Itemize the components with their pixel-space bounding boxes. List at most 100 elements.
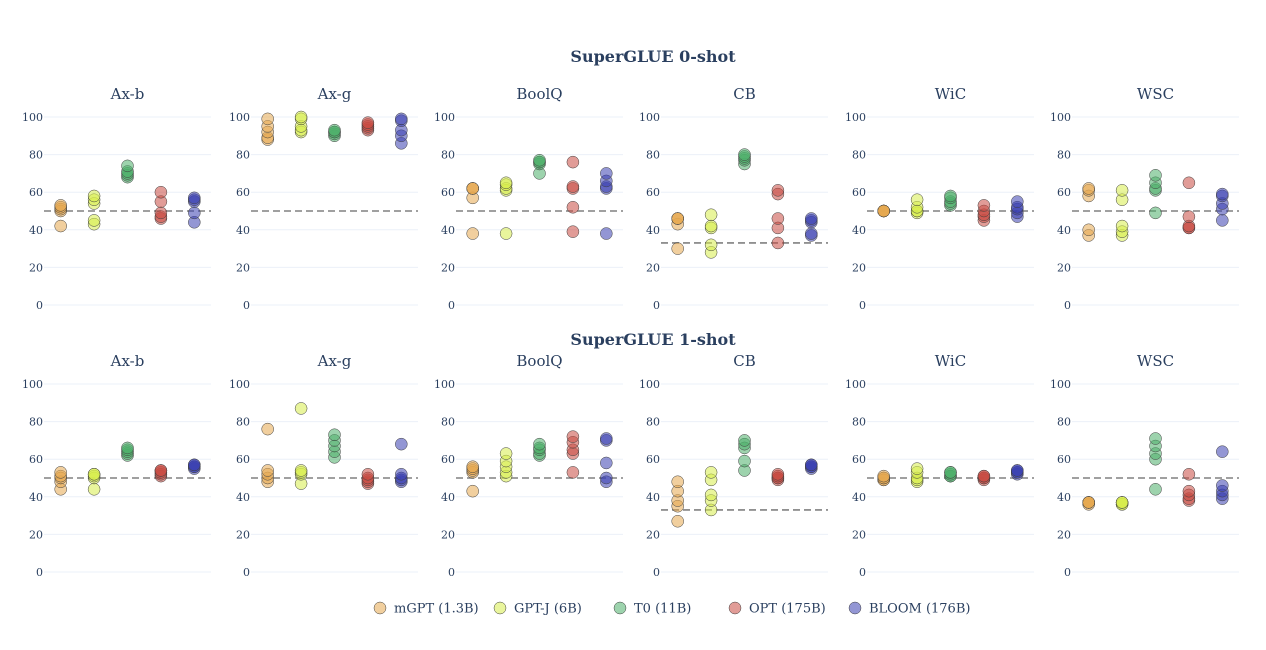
point-t0 [738,148,751,161]
point-bloom [1011,464,1024,477]
point-mgpt [466,460,479,473]
point-bloom [188,458,201,472]
y-tick-label: 0 [243,299,250,312]
y-tick-label: 20 [441,261,455,274]
legend-item[interactable]: GPT-J (6B) [493,601,582,617]
panel-ax-g: Ax-g 0 20 40 60 80 100 [229,85,418,312]
legend-marker [848,601,862,615]
legend-marker [493,601,507,615]
legend-label: mGPT (1.3B) [394,602,479,617]
y-tick-label: 20 [852,261,866,274]
y-tick-label: 40 [29,491,43,504]
row-title: SuperGLUE 0-shot [570,47,736,66]
point-bloom [1216,187,1229,201]
y-tick-label: 80 [236,149,250,162]
point-bloom [805,227,818,240]
point-t0 [533,153,546,167]
y-tick-label: 40 [441,224,455,237]
y-tick-label: 0 [859,299,866,312]
chart-row-2: SuperGLUE 1-shot Ax-b 0 20 40 60 80 100 Ax-g 0 20 4… [22,330,1239,579]
point-bloom [188,206,201,220]
point-t0 [121,441,134,455]
panel-title: Ax-b [110,352,145,370]
y-tick-label: 40 [29,224,43,237]
y-tick-label: 80 [29,416,43,429]
y-tick-label: 20 [29,528,43,541]
y-tick-label: 20 [1057,528,1071,541]
y-tick-label: 0 [1064,299,1071,312]
y-tick-label: 60 [236,453,250,466]
panel-title: Ax-g [317,352,352,370]
legend-item[interactable]: BLOOM (176B) [848,601,970,617]
point-mgpt [261,464,274,477]
point-gpt-j [704,466,718,479]
point-mgpt [1082,223,1095,237]
y-tick-label: 40 [441,491,455,504]
point-bloom [395,467,408,481]
y-tick-label: 20 [646,261,660,274]
point-t0 [1149,432,1162,445]
y-tick-label: 100 [229,111,250,124]
y-tick-label: 40 [852,224,866,237]
point-bloom [805,458,818,472]
point-opt [771,212,785,225]
y-tick-label: 100 [434,111,455,124]
y-tick-label: 0 [448,299,455,312]
y-tick-label: 60 [646,453,660,466]
point-mgpt [54,219,67,233]
legend-item[interactable]: mGPT (1.3B) [373,602,479,617]
panel-title: Ax-b [110,85,145,103]
point-gpt-j [294,110,308,124]
y-tick-label: 100 [845,378,866,391]
point-gpt-j [704,219,718,233]
point-opt [1182,467,1196,481]
point-gpt-j [87,483,101,496]
legend-marker [728,601,742,615]
y-tick-label: 100 [639,111,660,124]
point-opt [771,184,785,197]
point-mgpt [877,469,890,483]
legend-item[interactable]: T0 (11B) [613,602,691,617]
point-opt [566,180,580,193]
point-t0 [944,466,957,479]
point-gpt-j [87,214,101,227]
point-gpt-j [294,402,308,415]
point-bloom [1216,479,1229,492]
panel-title: BoolQ [516,352,562,370]
y-tick-label: 0 [448,566,455,579]
panel-boolq: BoolQ 0 20 40 60 80 100 [434,352,623,579]
point-opt [154,464,168,477]
legend-item[interactable]: OPT (175B) [728,601,826,617]
point-t0 [1149,483,1162,496]
point-gpt-j [1115,219,1129,233]
panel-cb: CB 0 20 40 60 80 100 [639,85,828,312]
point-t0 [533,437,546,451]
y-tick-label: 60 [1057,186,1071,199]
panel-wic: WiC 0 20 40 60 80 100 [845,352,1034,579]
y-tick-label: 20 [441,528,455,541]
point-opt [566,466,580,479]
point-mgpt [671,475,684,489]
chart-row-1: SuperGLUE 0-shot Ax-b 0 20 40 60 80 100 Ax-g 0 20 4… [22,47,1239,312]
y-tick-label: 40 [1057,491,1071,504]
point-gpt-j [910,462,924,475]
legend-label: GPT-J (6B) [514,602,582,617]
y-tick-label: 40 [1057,224,1071,237]
legend-label: BLOOM (176B) [869,602,970,617]
panel-wsc: WSC 0 20 40 60 80 100 [1050,352,1239,579]
point-t0 [328,428,341,442]
point-gpt-j [910,193,924,206]
point-mgpt [261,112,274,126]
point-gpt-j [499,227,513,240]
y-tick-label: 80 [29,149,43,162]
panel-title: WiC [935,85,966,103]
point-mgpt [671,242,684,255]
point-bloom [600,456,613,470]
point-bloom [600,432,613,445]
y-tick-label: 20 [29,261,43,274]
point-opt [977,199,991,212]
y-tick-label: 80 [646,416,660,429]
y-tick-label: 60 [852,453,866,466]
y-tick-label: 80 [236,416,250,429]
